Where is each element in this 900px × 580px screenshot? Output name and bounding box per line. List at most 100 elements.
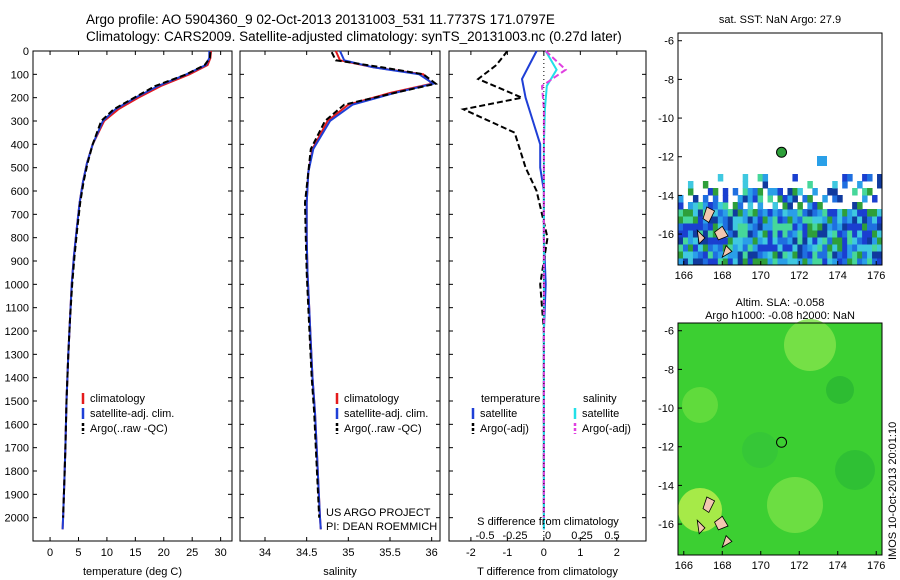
sst-cell [682, 251, 689, 259]
sst-cell [767, 188, 774, 196]
x-axis-label: salinity [323, 566, 357, 578]
sst-cell [802, 195, 808, 203]
legend-title-salinity: salinity [583, 393, 617, 405]
island-shape [696, 519, 706, 535]
y-tick-label: 300 [11, 116, 29, 128]
sst-cell [822, 195, 828, 203]
sst-cell [752, 209, 759, 217]
sst-cell [762, 223, 769, 231]
sst-cell [832, 181, 838, 189]
sst-cell [847, 251, 853, 259]
argo-location-marker [776, 146, 788, 158]
sst-cell [692, 195, 699, 203]
sst-cell [862, 251, 868, 259]
sst-cell [867, 237, 873, 245]
sst-cell [792, 258, 798, 266]
sst-cell [792, 174, 798, 182]
temperature-panel: 0100200300400500600700800900100011001200… [5, 46, 233, 578]
sst-cell [687, 251, 694, 259]
x-tick-label: 35 [342, 547, 354, 559]
sst-cell [817, 223, 823, 231]
sst-cell [827, 230, 833, 238]
sst-cell [772, 223, 779, 231]
sst-cell [852, 188, 858, 196]
sst-cell [832, 188, 838, 196]
sst-cell [722, 258, 729, 266]
sst-cell [822, 209, 828, 217]
legend-label: satellite [480, 408, 517, 420]
lon-tick-label: 168 [713, 270, 731, 282]
sst-cell [772, 251, 779, 259]
sst-cell [678, 209, 684, 217]
sst-cell [857, 230, 863, 238]
sst-cell [742, 230, 749, 238]
sst-cell [812, 202, 818, 210]
lat-tick-label: -14 [658, 190, 674, 202]
sst-cell [682, 209, 689, 217]
sst-cell [807, 209, 813, 217]
sst-cell [692, 230, 699, 238]
sst-cell [682, 244, 689, 252]
sst-cell [857, 244, 863, 252]
sst-cell [797, 244, 803, 252]
sst-cell [717, 202, 724, 210]
lat-tick-label: -8 [664, 74, 674, 86]
sst-cell [857, 223, 863, 231]
sst-cell [742, 181, 749, 189]
sst-cell [782, 195, 788, 203]
sst-cell [872, 251, 878, 259]
map-title: sat. SST: NaN Argo: 27.9 [719, 14, 841, 26]
sst-cell [692, 216, 699, 224]
sst-cell [742, 251, 749, 259]
sst-cell [692, 244, 699, 252]
sst-cell [687, 181, 694, 189]
sst-cell [702, 223, 709, 231]
island-shape [702, 206, 716, 224]
sst-cell [697, 223, 704, 231]
sst-cell [747, 202, 754, 210]
sla-anomaly-blob [784, 319, 836, 371]
lon-tick-label: 170 [752, 270, 770, 282]
sst-cell [747, 251, 754, 259]
sst-cell [862, 195, 868, 203]
lat-tick-label: -10 [658, 403, 674, 415]
lat-tick-label: -10 [658, 113, 674, 125]
sst-cell [682, 223, 689, 231]
sst-cell [692, 258, 699, 266]
sst-cell [877, 181, 883, 189]
lon-tick-label: 168 [713, 560, 731, 572]
sst-cell [827, 258, 833, 266]
sst-cell [692, 202, 699, 210]
sst-cell [767, 237, 774, 245]
sst-cell [682, 237, 689, 245]
x-tick-label: 20 [158, 547, 170, 559]
sst-cell [757, 209, 764, 217]
sst-cell [822, 244, 828, 252]
sst-cell [722, 237, 729, 245]
sst-cell [687, 188, 694, 196]
sst-cell [827, 216, 833, 224]
sst-cell [772, 237, 779, 245]
sst-cell [772, 216, 779, 224]
map-frame [677, 32, 883, 266]
sst-cell [747, 258, 754, 266]
sst-cell [802, 251, 808, 259]
sla-anomaly-blob [767, 477, 823, 533]
sst-cell [842, 237, 848, 245]
x-axis-label: temperature (deg C) [83, 566, 182, 578]
sst-cell [737, 237, 744, 245]
sst-cell [682, 258, 689, 266]
legend-label: Argo(..raw -QC) [344, 423, 422, 435]
sst-cell [837, 195, 843, 203]
sst-cell [762, 174, 769, 182]
sst-cell [822, 223, 828, 231]
sst-cell [862, 258, 868, 266]
sst-cell [702, 181, 709, 189]
sst-cell [832, 258, 838, 266]
legend-label: Argo(..raw -QC) [90, 423, 168, 435]
sst-cell [792, 237, 798, 245]
lat-tick-label: -8 [664, 364, 674, 376]
sst-cell [837, 237, 843, 245]
sst-cell [702, 251, 709, 259]
